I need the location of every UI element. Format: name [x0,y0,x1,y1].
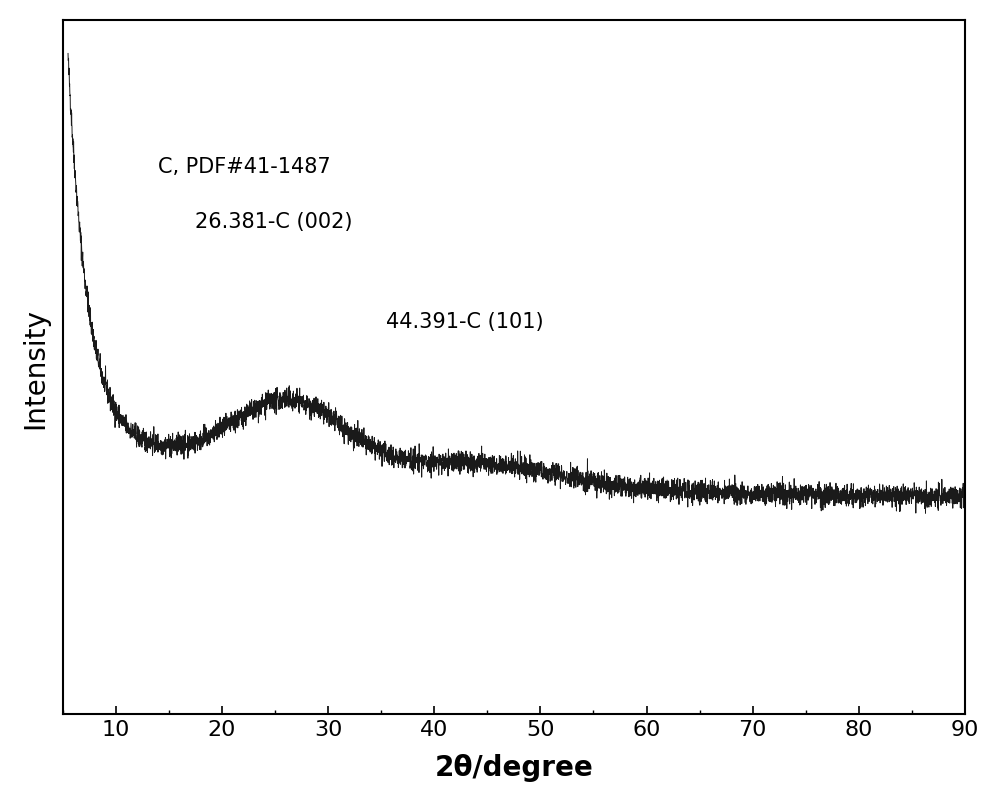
Text: 26.381-C (002): 26.381-C (002) [195,212,353,232]
Text: C, PDF#41-1487: C, PDF#41-1487 [158,157,331,177]
X-axis label: 2θ/degree: 2θ/degree [434,753,593,781]
Text: 44.391-C (101): 44.391-C (101) [386,311,544,331]
Y-axis label: Intensity: Intensity [21,307,49,428]
